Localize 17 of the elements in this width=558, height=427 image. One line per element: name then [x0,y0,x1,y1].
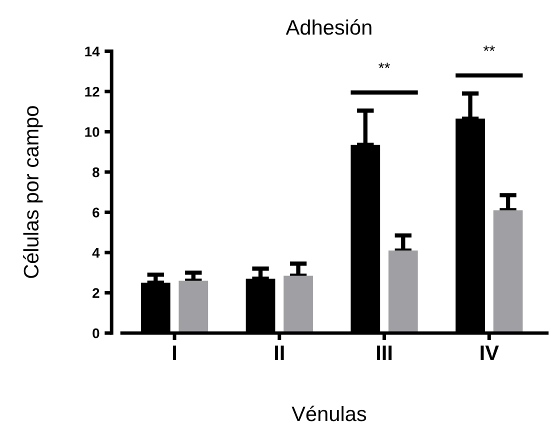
x-tick-label: IV [480,346,499,360]
y-tick-label: 0 [92,328,100,338]
y-tick-label: 8 [92,167,100,178]
y-tick-label: 10 [85,127,100,137]
y-axis-title: Células por campo [23,106,43,278]
y-tick-label: 14 [85,46,100,56]
y-tick-label: 6 [92,208,100,218]
y-tick-label: 4 [92,248,100,258]
x-axis-title: Vénulas [292,406,366,422]
y-tick-label: 2 [92,288,100,298]
x-tick-label: II [275,346,284,360]
text: ** [483,46,495,51]
annotation: ** [378,62,390,68]
y-tick-label: 12 [85,86,100,97]
x-tick-label: III [376,346,392,360]
x-tick-label: I [173,346,176,360]
chart-title: Adhesión [286,19,372,35]
